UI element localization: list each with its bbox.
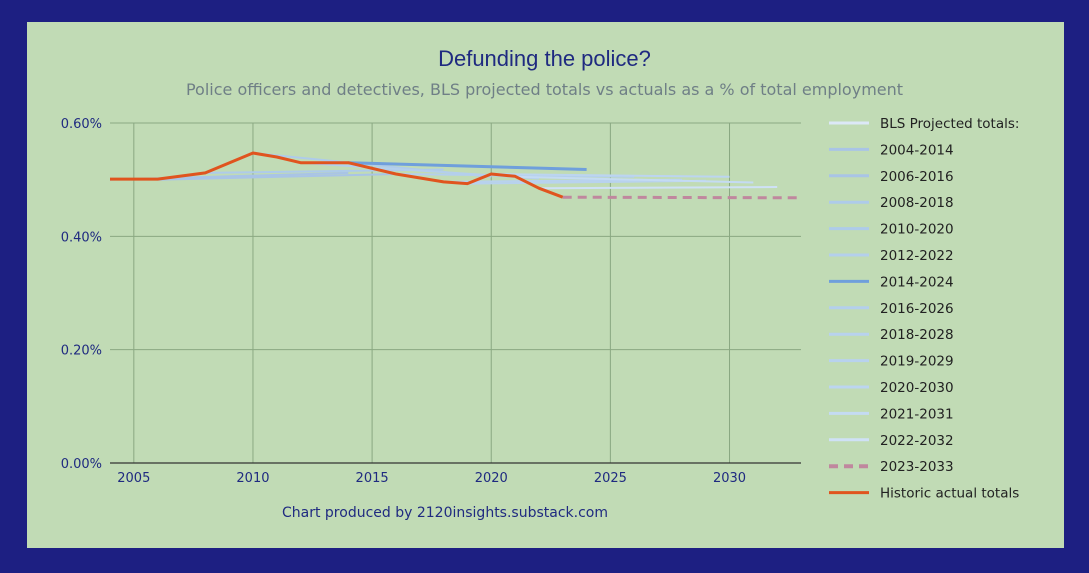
legend-label: 2023-2033 <box>880 459 954 475</box>
chart-panel <box>27 22 1064 548</box>
x-tick-label: 2020 <box>475 471 508 486</box>
legend-label: 2018-2028 <box>880 327 954 343</box>
series-line-historic-actual-totals <box>110 151 564 199</box>
x-tick-label: 2005 <box>117 471 150 486</box>
gridlines <box>110 122 801 463</box>
legend-label: 2010-2020 <box>880 222 954 238</box>
series-line-2006-2016 <box>157 173 396 181</box>
series-lines <box>109 151 802 200</box>
chart-subtitle: Police officers and detectives, BLS proj… <box>185 80 904 99</box>
legend-label: 2014-2024 <box>880 274 954 290</box>
legend-label: 2020-2030 <box>880 380 954 396</box>
legend-label: 2016-2026 <box>880 301 954 317</box>
x-tick-label: 2025 <box>594 471 627 486</box>
legend-header: BLS Projected totals: <box>880 116 1019 132</box>
chart-credit: Chart produced by 2120insights.substack.… <box>282 505 608 521</box>
series-line-2023-2033 <box>562 195 802 200</box>
legend-label: 2019-2029 <box>880 354 954 370</box>
y-tick-label: 0.00% <box>61 457 102 472</box>
legend: BLS Projected totals: 2004-2014 2006-2016 2… <box>829 116 1019 502</box>
legend-label: Historic actual totals <box>880 486 1019 502</box>
y-tick-label: 0.40% <box>61 230 102 245</box>
legend-label: 2022-2032 <box>880 433 954 449</box>
y-tick-label: 0.60% <box>61 117 102 132</box>
legend-label: 2008-2018 <box>880 195 954 211</box>
tick-labels: 0.00% 0.20% 0.40% 0.60% 2005 2010 2015 2020 2025… <box>61 117 746 486</box>
y-tick-label: 0.20% <box>61 344 102 359</box>
legend-label: 2012-2022 <box>880 248 954 264</box>
x-tick-label: 2030 <box>713 471 746 486</box>
series-line-2022-2032 <box>538 186 778 190</box>
chart-title: Defunding the police? <box>438 46 651 71</box>
legend-label: 2021-2031 <box>880 406 954 422</box>
legend-label: 2004-2014 <box>880 142 954 158</box>
series-line-2021-2031 <box>515 175 754 184</box>
x-tick-label: 2015 <box>356 471 389 486</box>
series-line-2014-2024 <box>348 161 587 171</box>
legend-label: 2006-2016 <box>880 169 954 185</box>
series-line-2020-2030 <box>491 173 730 178</box>
x-tick-label: 2010 <box>236 471 269 486</box>
